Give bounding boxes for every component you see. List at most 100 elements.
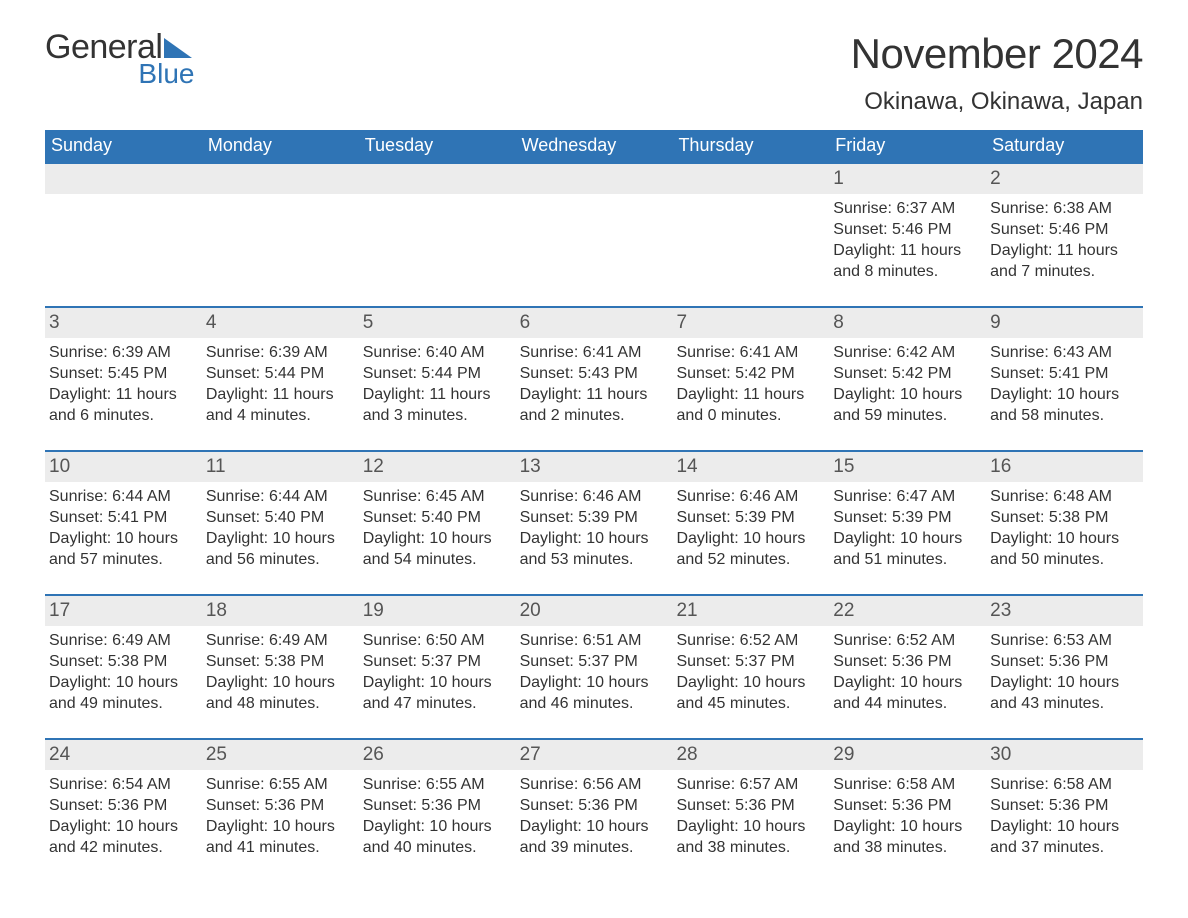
sunrise-line: Sunrise: 6:41 AM bbox=[520, 342, 669, 363]
sunrise-line: Sunrise: 6:58 AM bbox=[990, 774, 1139, 795]
daylight-line: and 38 minutes. bbox=[676, 837, 825, 858]
sunrise-line: Sunrise: 6:49 AM bbox=[49, 630, 198, 651]
daylight-line: Daylight: 10 hours bbox=[363, 528, 512, 549]
day-cell: . bbox=[359, 164, 516, 294]
daylight-line: and 38 minutes. bbox=[833, 837, 982, 858]
week-row: .....1Sunrise: 6:37 AMSunset: 5:46 PMDay… bbox=[45, 162, 1143, 294]
daylight-line: and 3 minutes. bbox=[363, 405, 512, 426]
day-cell: 25Sunrise: 6:55 AMSunset: 5:36 PMDayligh… bbox=[202, 740, 359, 870]
day-cell: . bbox=[672, 164, 829, 294]
sunset-line: Sunset: 5:44 PM bbox=[363, 363, 512, 384]
day-number: . bbox=[45, 164, 202, 194]
sunset-line: Sunset: 5:40 PM bbox=[363, 507, 512, 528]
sunrise-line: Sunrise: 6:39 AM bbox=[49, 342, 198, 363]
day-number: 27 bbox=[516, 740, 673, 770]
weekday-header: Monday bbox=[202, 130, 359, 162]
day-cell: 9Sunrise: 6:43 AMSunset: 5:41 PMDaylight… bbox=[986, 308, 1143, 438]
day-cell: 28Sunrise: 6:57 AMSunset: 5:36 PMDayligh… bbox=[672, 740, 829, 870]
daylight-line: Daylight: 10 hours bbox=[833, 528, 982, 549]
sunset-line: Sunset: 5:44 PM bbox=[206, 363, 355, 384]
sunrise-line: Sunrise: 6:39 AM bbox=[206, 342, 355, 363]
weekday-header: Thursday bbox=[672, 130, 829, 162]
sunset-line: Sunset: 5:36 PM bbox=[206, 795, 355, 816]
daylight-line: Daylight: 11 hours bbox=[206, 384, 355, 405]
daylight-line: and 46 minutes. bbox=[520, 693, 669, 714]
day-cell: 23Sunrise: 6:53 AMSunset: 5:36 PMDayligh… bbox=[986, 596, 1143, 726]
day-cell: . bbox=[45, 164, 202, 294]
daylight-line: Daylight: 10 hours bbox=[363, 816, 512, 837]
weekday-header: Friday bbox=[829, 130, 986, 162]
daylight-line: and 2 minutes. bbox=[520, 405, 669, 426]
day-number: . bbox=[672, 164, 829, 194]
day-cell: 10Sunrise: 6:44 AMSunset: 5:41 PMDayligh… bbox=[45, 452, 202, 582]
day-number: 19 bbox=[359, 596, 516, 626]
daylight-line: and 0 minutes. bbox=[676, 405, 825, 426]
day-number: 11 bbox=[202, 452, 359, 482]
sunset-line: Sunset: 5:43 PM bbox=[520, 363, 669, 384]
daylight-line: Daylight: 11 hours bbox=[49, 384, 198, 405]
daylight-line: and 53 minutes. bbox=[520, 549, 669, 570]
daylight-line: Daylight: 10 hours bbox=[206, 816, 355, 837]
day-number: . bbox=[202, 164, 359, 194]
sunrise-line: Sunrise: 6:52 AM bbox=[833, 630, 982, 651]
title-block: November 2024 Okinawa, Okinawa, Japan bbox=[851, 30, 1143, 116]
weekday-header: Tuesday bbox=[359, 130, 516, 162]
day-number: . bbox=[359, 164, 516, 194]
daylight-line: Daylight: 11 hours bbox=[676, 384, 825, 405]
sunrise-line: Sunrise: 6:44 AM bbox=[49, 486, 198, 507]
sunrise-line: Sunrise: 6:49 AM bbox=[206, 630, 355, 651]
day-number: 23 bbox=[986, 596, 1143, 626]
daylight-line: Daylight: 10 hours bbox=[49, 528, 198, 549]
sunset-line: Sunset: 5:38 PM bbox=[49, 651, 198, 672]
sunrise-line: Sunrise: 6:47 AM bbox=[833, 486, 982, 507]
day-cell: 22Sunrise: 6:52 AMSunset: 5:36 PMDayligh… bbox=[829, 596, 986, 726]
sunrise-line: Sunrise: 6:44 AM bbox=[206, 486, 355, 507]
header: General Blue November 2024 Okinawa, Okin… bbox=[45, 30, 1143, 116]
sunrise-line: Sunrise: 6:46 AM bbox=[520, 486, 669, 507]
daylight-line: and 57 minutes. bbox=[49, 549, 198, 570]
daylight-line: Daylight: 11 hours bbox=[520, 384, 669, 405]
day-number: 16 bbox=[986, 452, 1143, 482]
daylight-line: and 42 minutes. bbox=[49, 837, 198, 858]
day-cell: 1Sunrise: 6:37 AMSunset: 5:46 PMDaylight… bbox=[829, 164, 986, 294]
daylight-line: Daylight: 10 hours bbox=[520, 528, 669, 549]
sunrise-line: Sunrise: 6:43 AM bbox=[990, 342, 1139, 363]
day-cell: 5Sunrise: 6:40 AMSunset: 5:44 PMDaylight… bbox=[359, 308, 516, 438]
sunset-line: Sunset: 5:36 PM bbox=[520, 795, 669, 816]
day-cell: 12Sunrise: 6:45 AMSunset: 5:40 PMDayligh… bbox=[359, 452, 516, 582]
daylight-line: and 50 minutes. bbox=[990, 549, 1139, 570]
day-cell: 24Sunrise: 6:54 AMSunset: 5:36 PMDayligh… bbox=[45, 740, 202, 870]
sunrise-line: Sunrise: 6:52 AM bbox=[676, 630, 825, 651]
sunset-line: Sunset: 5:36 PM bbox=[676, 795, 825, 816]
day-cell: 27Sunrise: 6:56 AMSunset: 5:36 PMDayligh… bbox=[516, 740, 673, 870]
daylight-line: and 51 minutes. bbox=[833, 549, 982, 570]
sunrise-line: Sunrise: 6:38 AM bbox=[990, 198, 1139, 219]
sunset-line: Sunset: 5:41 PM bbox=[49, 507, 198, 528]
daylight-line: and 58 minutes. bbox=[990, 405, 1139, 426]
daylight-line: Daylight: 10 hours bbox=[363, 672, 512, 693]
daylight-line: Daylight: 10 hours bbox=[520, 816, 669, 837]
daylight-line: Daylight: 10 hours bbox=[833, 384, 982, 405]
logo: General Blue bbox=[45, 30, 192, 88]
day-number: 14 bbox=[672, 452, 829, 482]
daylight-line: Daylight: 10 hours bbox=[206, 672, 355, 693]
day-number: 30 bbox=[986, 740, 1143, 770]
daylight-line: Daylight: 10 hours bbox=[49, 816, 198, 837]
daylight-line: and 43 minutes. bbox=[990, 693, 1139, 714]
daylight-line: Daylight: 10 hours bbox=[833, 816, 982, 837]
sunset-line: Sunset: 5:36 PM bbox=[833, 795, 982, 816]
day-number: 18 bbox=[202, 596, 359, 626]
location: Okinawa, Okinawa, Japan bbox=[851, 88, 1143, 116]
day-cell: 8Sunrise: 6:42 AMSunset: 5:42 PMDaylight… bbox=[829, 308, 986, 438]
day-cell: 17Sunrise: 6:49 AMSunset: 5:38 PMDayligh… bbox=[45, 596, 202, 726]
day-number: 17 bbox=[45, 596, 202, 626]
daylight-line: Daylight: 11 hours bbox=[363, 384, 512, 405]
day-number: 29 bbox=[829, 740, 986, 770]
sunset-line: Sunset: 5:36 PM bbox=[833, 651, 982, 672]
daylight-line: and 7 minutes. bbox=[990, 261, 1139, 282]
sunset-line: Sunset: 5:38 PM bbox=[990, 507, 1139, 528]
sunset-line: Sunset: 5:46 PM bbox=[833, 219, 982, 240]
day-number: 9 bbox=[986, 308, 1143, 338]
sunrise-line: Sunrise: 6:41 AM bbox=[676, 342, 825, 363]
sunrise-line: Sunrise: 6:53 AM bbox=[990, 630, 1139, 651]
